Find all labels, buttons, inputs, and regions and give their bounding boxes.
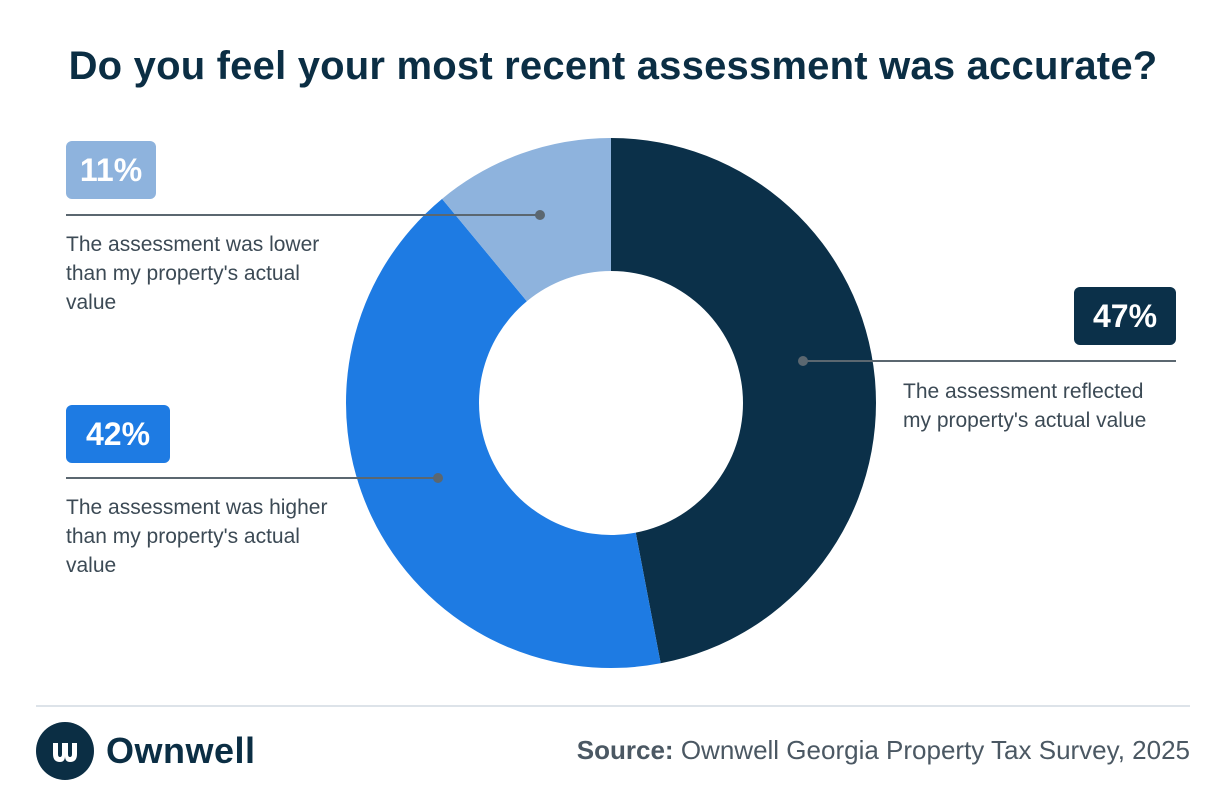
source-text: Ownwell Georgia Property Tax Survey, 202…	[680, 735, 1190, 765]
label-lower: The assessment was lower than my propert…	[66, 230, 319, 317]
source-note: Source: Ownwell Georgia Property Tax Sur…	[577, 735, 1190, 766]
donut-slice-higher	[346, 198, 661, 668]
label-higher: The assessment was higher than my proper…	[66, 493, 327, 580]
label-reflected: The assessment reflected my property's a…	[903, 377, 1146, 435]
label-higher-line1: The assessment was higher	[66, 496, 328, 519]
brand-logo: Ownwell	[36, 722, 256, 780]
connector-dot-higher	[433, 473, 443, 483]
label-reflected-line2: my property's actual value	[903, 409, 1147, 432]
connector-dot-lower	[535, 210, 545, 220]
label-lower-line1: The assessment was lower	[66, 233, 320, 256]
connector-dot-reflected	[798, 356, 808, 366]
brand-name: Ownwell	[106, 730, 256, 771]
badge-reflected-percent: 47%	[1074, 287, 1176, 345]
chart-title: Do you feel your most recent assessment …	[68, 44, 1158, 88]
label-higher-line3: value	[66, 554, 117, 577]
label-lower-line3: value	[66, 291, 117, 314]
badge-higher-percent: 42%	[66, 405, 170, 463]
donut-slice-lower	[442, 138, 611, 302]
ownwell-logo-icon	[36, 722, 94, 780]
badge-lower-percent: 11%	[66, 141, 156, 199]
footer-divider	[36, 705, 1190, 707]
source-label: Source:	[576, 735, 674, 765]
label-higher-line2: than my property's actual	[66, 525, 300, 548]
label-reflected-line1: The assessment reflected	[903, 380, 1144, 403]
donut-slice-reflected	[611, 138, 877, 664]
label-lower-line2: than my property's actual	[66, 262, 300, 285]
